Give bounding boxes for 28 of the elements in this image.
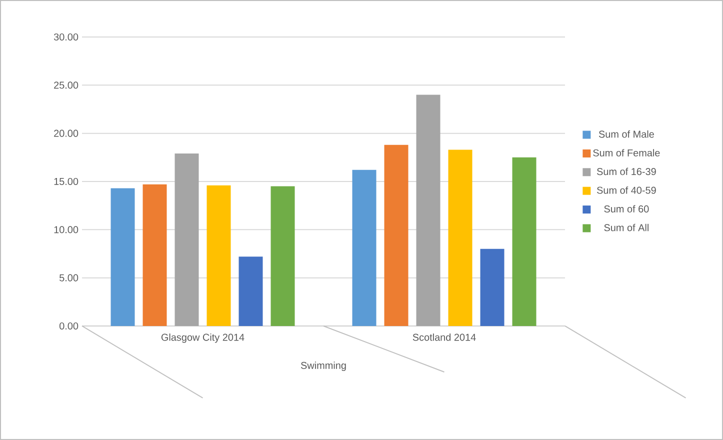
y-tick-label: 30.00 (54, 33, 78, 41)
bar (416, 94, 440, 326)
legend-label: Sum of Female (593, 149, 660, 156)
bar (512, 157, 536, 326)
x-tick-label: Glasgow City 2014 (161, 334, 244, 343)
x-axis-title: Swimming (300, 362, 346, 371)
x-tick-label: Scotland 2014 (412, 334, 476, 341)
bar (142, 184, 167, 326)
bar (480, 248, 504, 326)
bar (174, 154, 199, 326)
legend-label: Sum of 40-59 (597, 186, 656, 194)
legend-label: Sum of All (604, 224, 648, 232)
legend-label: Sum of Male (598, 130, 654, 138)
bar (270, 186, 295, 326)
y-tick-label: 15.00 (54, 178, 78, 186)
bar (384, 144, 408, 326)
y-tick-label: 20.00 (54, 130, 78, 137)
y-tick-label: 0.00 (59, 322, 78, 330)
bar (448, 150, 472, 326)
y-tick-label: 25.00 (54, 82, 78, 89)
y-tick-label: 10.00 (54, 226, 78, 234)
bar (352, 170, 376, 326)
bar (238, 256, 263, 326)
y-tick-label: 5.00 (60, 274, 78, 282)
legend-label: Sum of 60 (604, 205, 649, 212)
legend-label: Sum of 16-39 (597, 168, 656, 176)
bar (110, 188, 135, 326)
bar (206, 185, 231, 326)
